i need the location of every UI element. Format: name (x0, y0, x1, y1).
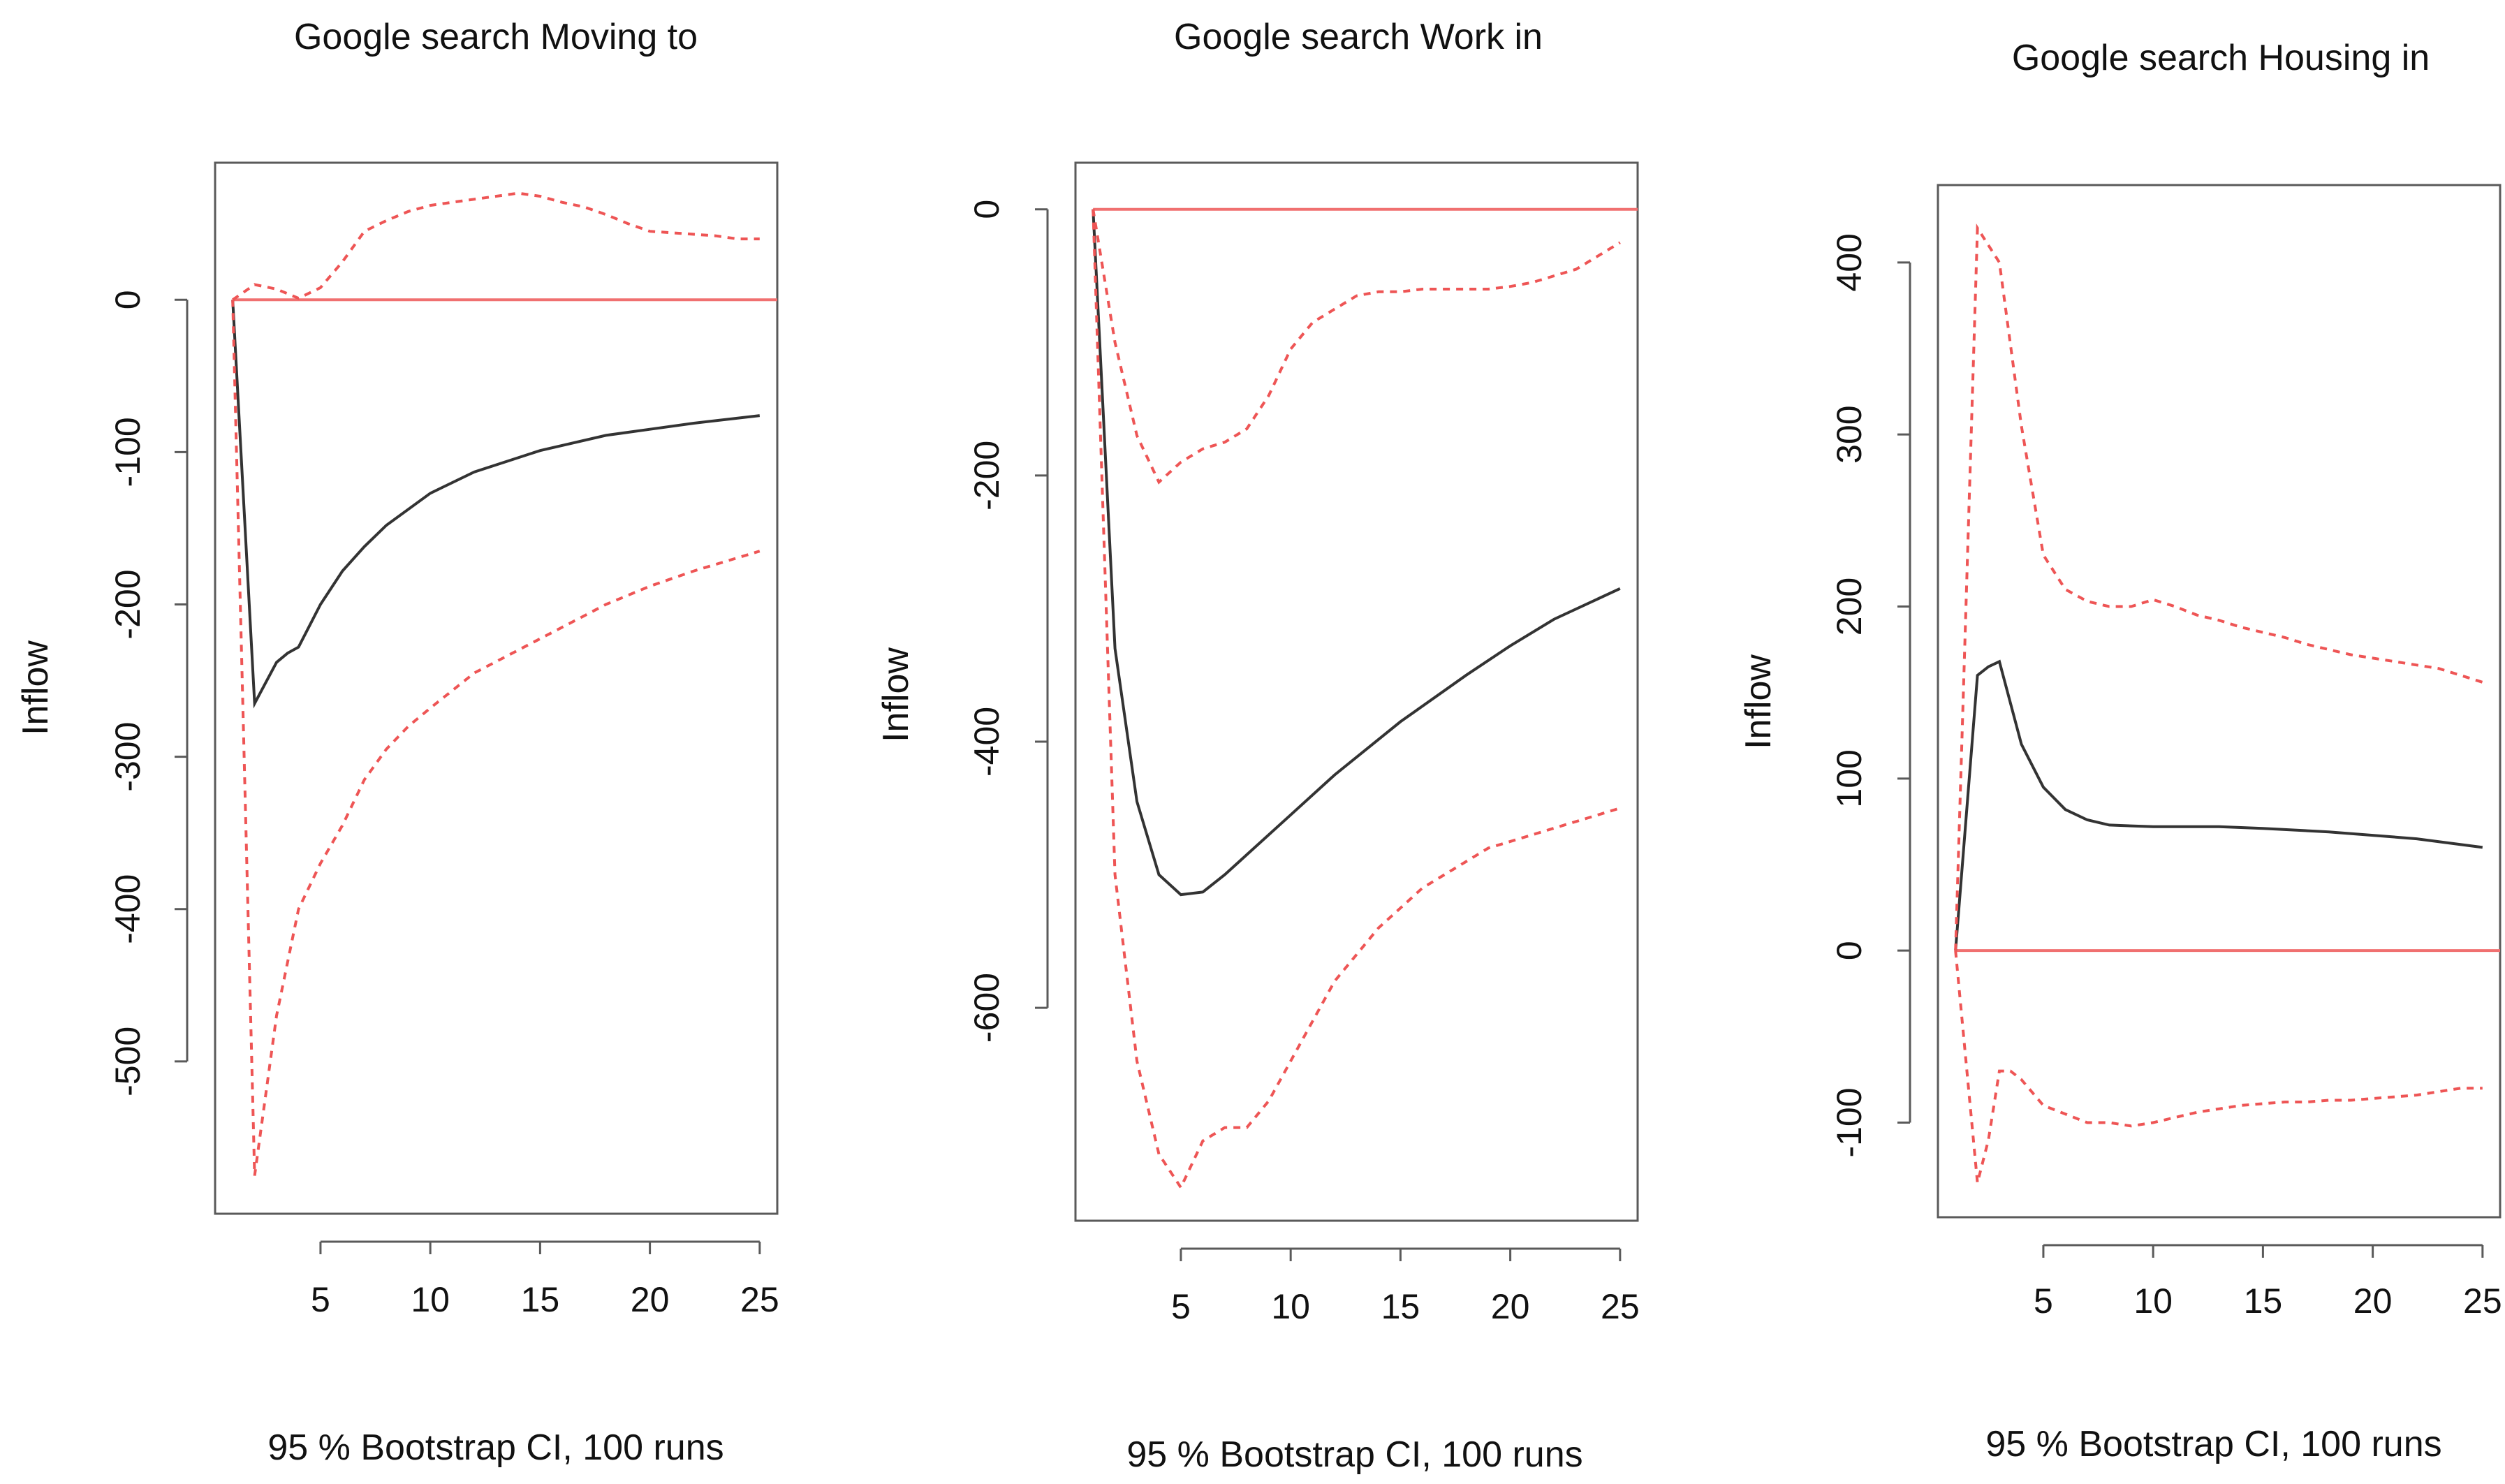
irf-line (231, 300, 761, 709)
x-tick-label: 15 (1381, 1287, 1420, 1326)
x-tick-label: 15 (2244, 1281, 2283, 1321)
y-tick-label: -100 (108, 417, 147, 487)
plot-frame (1074, 161, 1639, 1222)
lower-ci-line (231, 300, 761, 1176)
y-axis-label: Inflow (876, 647, 916, 742)
x-tick-label: 20 (2353, 1281, 2393, 1321)
upper-ci-line (232, 191, 760, 301)
x-tick-label: 20 (1491, 1287, 1530, 1326)
lower-ci-line (1092, 209, 1621, 1191)
panel-work-in: Google search Work in Inflow 95 % Bootst… (876, 17, 1640, 1475)
x-tick-label: 25 (1601, 1287, 1640, 1326)
y-tick-label: -300 (108, 722, 147, 792)
plot-marks: 5 10 15 20 25 0 -100 -200 -300 -400 -500 (108, 191, 779, 1319)
x-tick-label: 5 (2034, 1281, 2053, 1321)
upper-ci-line (1954, 223, 2483, 951)
plot-frame (214, 161, 779, 1215)
y-tick-label: -500 (108, 1027, 147, 1096)
lower-ci-line (1954, 950, 2483, 1184)
x-tick-label: 5 (1171, 1287, 1191, 1326)
y-axis-label: Inflow (15, 640, 56, 735)
y-tick-label: 200 (1830, 578, 1869, 636)
x-tick-label: 10 (1271, 1287, 1310, 1326)
y-tick-label: -400 (108, 874, 147, 944)
x-tick-label: 10 (2133, 1281, 2173, 1321)
x-tick-label: 25 (2463, 1281, 2502, 1321)
irf-line (1092, 209, 1621, 897)
panel-title: Google search Work in (1174, 17, 1543, 57)
x-tick-label: 5 (311, 1280, 330, 1319)
y-tick-label: -400 (967, 707, 1006, 777)
y-tick-label: 0 (1830, 941, 1869, 960)
y-tick-label: 0 (108, 290, 147, 309)
upper-ci-line (1092, 209, 1621, 485)
y-tick-label: -100 (1830, 1087, 1869, 1157)
y-tick-label: 300 (1830, 405, 1869, 463)
x-tick-label: 10 (411, 1280, 450, 1319)
irf-line (1954, 659, 2483, 951)
panel-housing-in: Google search Housing in Inflow 95 % Boo… (1738, 38, 2502, 1464)
panel-title: Google search Housing in (2012, 38, 2430, 78)
y-tick-label: 400 (1830, 233, 1869, 291)
plot-marks: 5 10 15 20 25 400 300 200 100 0 -100 (1830, 223, 2502, 1321)
caption: 95 % Bootstrap CI, 100 runs (1985, 1424, 2441, 1464)
panel-title: Google search Moving to (294, 17, 698, 57)
caption: 95 % Bootstrap CI, 100 runs (267, 1427, 723, 1468)
x-tick-label: 15 (521, 1280, 560, 1319)
plot-frame (1937, 184, 2502, 1219)
y-tick-label: -600 (967, 973, 1006, 1043)
panel-moving-to: Google search Moving to Inflow 95 % Boot… (15, 17, 779, 1468)
y-axis-label: Inflow (1738, 654, 1779, 749)
y-tick-label: -200 (108, 569, 147, 639)
y-tick-label: -200 (967, 441, 1006, 510)
caption: 95 % Bootstrap CI, 100 runs (1126, 1434, 1582, 1475)
y-tick-label: 0 (967, 200, 1006, 219)
plot-marks: 5 10 15 20 25 0 -200 -400 -600 (967, 200, 1640, 1326)
y-tick-label: 100 (1830, 749, 1869, 807)
x-tick-label: 20 (631, 1280, 670, 1319)
x-tick-label: 25 (740, 1280, 779, 1319)
